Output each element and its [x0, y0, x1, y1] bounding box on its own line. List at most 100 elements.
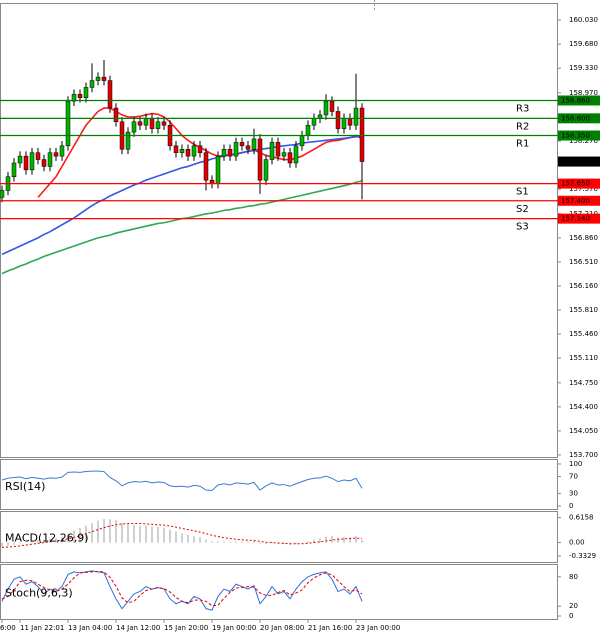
candle-body: [113, 107, 119, 123]
candle-body: [11, 162, 17, 177]
level-price-box: [558, 95, 600, 106]
y-tick-label: 158.270: [569, 137, 598, 145]
y-tick-label: 0.00: [569, 539, 585, 547]
level-price: 157.650: [561, 180, 590, 188]
candle-body: [71, 94, 77, 102]
candle-body: [47, 152, 53, 167]
x-tick-label: 14 Jan 12:00: [116, 624, 160, 632]
candle-body: [353, 107, 359, 126]
y-tick-label: 20: [569, 602, 578, 610]
y-tick-label: 157.570: [569, 185, 598, 193]
y-tick-label: 154.750: [569, 379, 598, 387]
level-price-box: [558, 195, 600, 206]
candle-body: [185, 149, 191, 157]
candle-body: [263, 159, 269, 181]
y-tick-label: 159.680: [569, 40, 598, 48]
level-name: S2: [516, 204, 529, 215]
candle-body: [131, 121, 137, 133]
candle-body: [59, 145, 65, 157]
y-tick-label: 0.6158: [569, 514, 594, 522]
candle-body: [149, 118, 155, 129]
candle-body: [239, 142, 245, 147]
indicator-line: [1, 470, 363, 491]
candle-body: [0, 190, 5, 198]
macd-panel: [0, 511, 558, 563]
level-price: 158.350: [561, 132, 590, 140]
level-price: 158.860: [561, 96, 590, 104]
y-tick-label: 80: [569, 573, 578, 581]
y-tick-label: 154.400: [569, 403, 598, 411]
level-price: 158.600: [561, 114, 590, 122]
level-price: 157.400: [561, 197, 590, 205]
candle-body: [287, 152, 293, 164]
level-price-box: [558, 178, 600, 189]
level-name: R1: [516, 139, 529, 150]
candle-body: [83, 87, 89, 98]
candle-body: [89, 80, 95, 88]
candle-body: [251, 138, 257, 150]
y-tick-label: 160.030: [569, 16, 598, 24]
candle-body: [107, 80, 113, 109]
level-name: S3: [516, 222, 529, 233]
level-name: S1: [516, 187, 529, 198]
candle-body: [245, 145, 251, 150]
candle-body: [335, 111, 341, 129]
candle-body: [269, 142, 275, 160]
level-price-box: [558, 130, 600, 141]
indicator-line: [1, 570, 363, 607]
candle-body: [95, 76, 101, 81]
y-tick-label: 155.110: [569, 354, 598, 362]
candle-body: [203, 152, 209, 181]
candle-body: [173, 145, 179, 153]
candle-body: [155, 121, 161, 129]
candle-body: [23, 155, 29, 171]
x-tick-label: 20 Jan 08:00: [260, 624, 304, 632]
x-tick-label: 13 Jan 04:00: [68, 624, 112, 632]
x-tick-label: 19 Jan 00:00: [212, 624, 256, 632]
candle-body: [359, 107, 365, 162]
candle-body: [161, 121, 167, 126]
x-tick-label: 15 Jan 20:00: [164, 624, 208, 632]
candle-body: [197, 145, 203, 153]
candle-body: [329, 100, 335, 112]
y-tick-label: 155.810: [569, 306, 598, 314]
candle-body: [293, 145, 299, 164]
y-tick-label: 0: [569, 502, 573, 510]
candle-body: [53, 152, 59, 157]
candle-body: [101, 76, 107, 81]
y-tick-label: 153.700: [569, 451, 598, 459]
candle-body: [221, 149, 227, 157]
candle-body: [257, 138, 263, 181]
candle-body: [227, 149, 233, 157]
y-tick-label: 100: [569, 460, 582, 468]
candle-body: [17, 155, 23, 164]
y-tick-label: 155.460: [569, 330, 598, 338]
candle-body: [311, 118, 317, 126]
candle-body: [347, 118, 353, 126]
candle-body: [305, 124, 311, 136]
rsi-panel: [0, 459, 558, 510]
y-tick-label: 154.050: [569, 427, 598, 435]
candle-body: [137, 121, 143, 126]
indicator-title: MACD(12,26,9): [5, 532, 89, 545]
candle-body: [323, 100, 329, 116]
candle-body: [275, 142, 281, 157]
candle-body: [341, 118, 347, 129]
level-name: R2: [516, 121, 529, 132]
x-tick-label: 21 Jan 16:00: [308, 624, 352, 632]
indicator-title: RSI(14): [5, 480, 45, 493]
y-tick-label: 156.160: [569, 282, 598, 290]
y-tick-label: 156.860: [569, 234, 598, 242]
y-tick-label: 70: [569, 473, 578, 481]
current-price-box: [558, 156, 600, 167]
candle-body: [143, 118, 149, 126]
candle-body: [29, 152, 35, 171]
candle-body: [179, 149, 185, 153]
y-tick-label: -0.3329: [569, 552, 596, 560]
y-tick-label: 156.510: [569, 258, 598, 266]
level-price-box: [558, 213, 600, 224]
candle-body: [281, 152, 287, 157]
indicator-title: Stoch(9,6,3): [5, 587, 73, 600]
x-tick-label: 6:00: [0, 624, 16, 632]
